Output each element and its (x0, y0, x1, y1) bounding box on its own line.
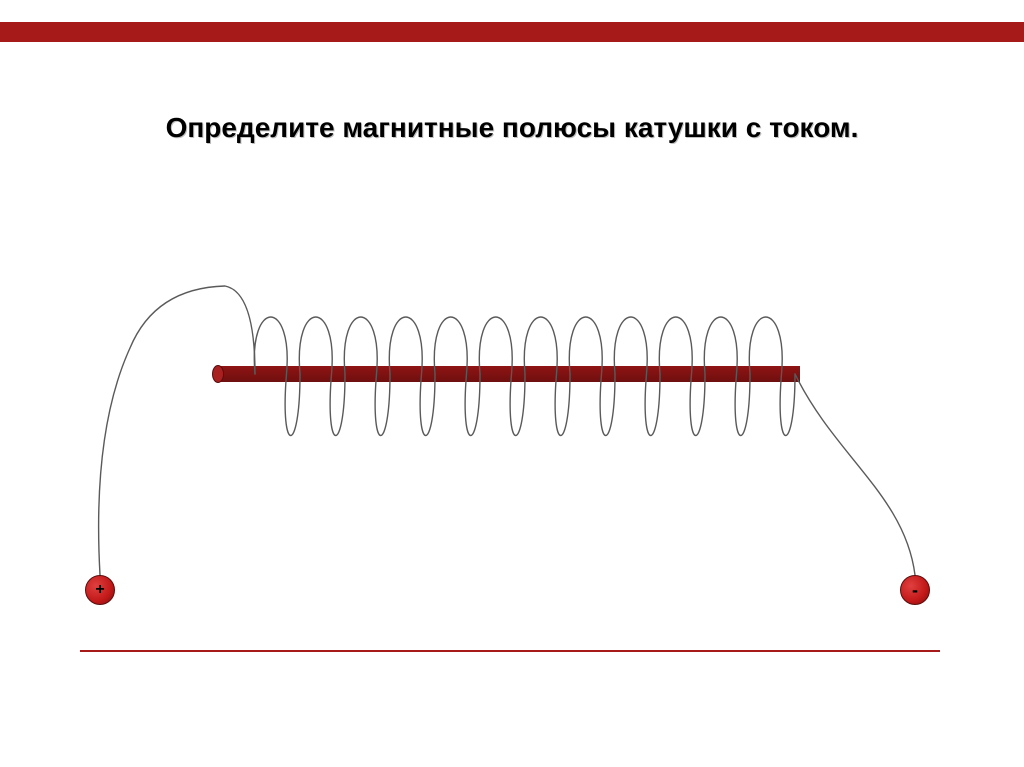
terminal-positive-label: + (95, 581, 104, 599)
terminal-positive: + (85, 575, 115, 605)
terminal-negative: - (900, 575, 930, 605)
diagram: + - (0, 0, 1024, 767)
bottom-line (80, 650, 940, 652)
core-rod (215, 366, 800, 382)
core-rod-end-left (212, 365, 224, 383)
terminal-negative-label: - (912, 580, 918, 601)
